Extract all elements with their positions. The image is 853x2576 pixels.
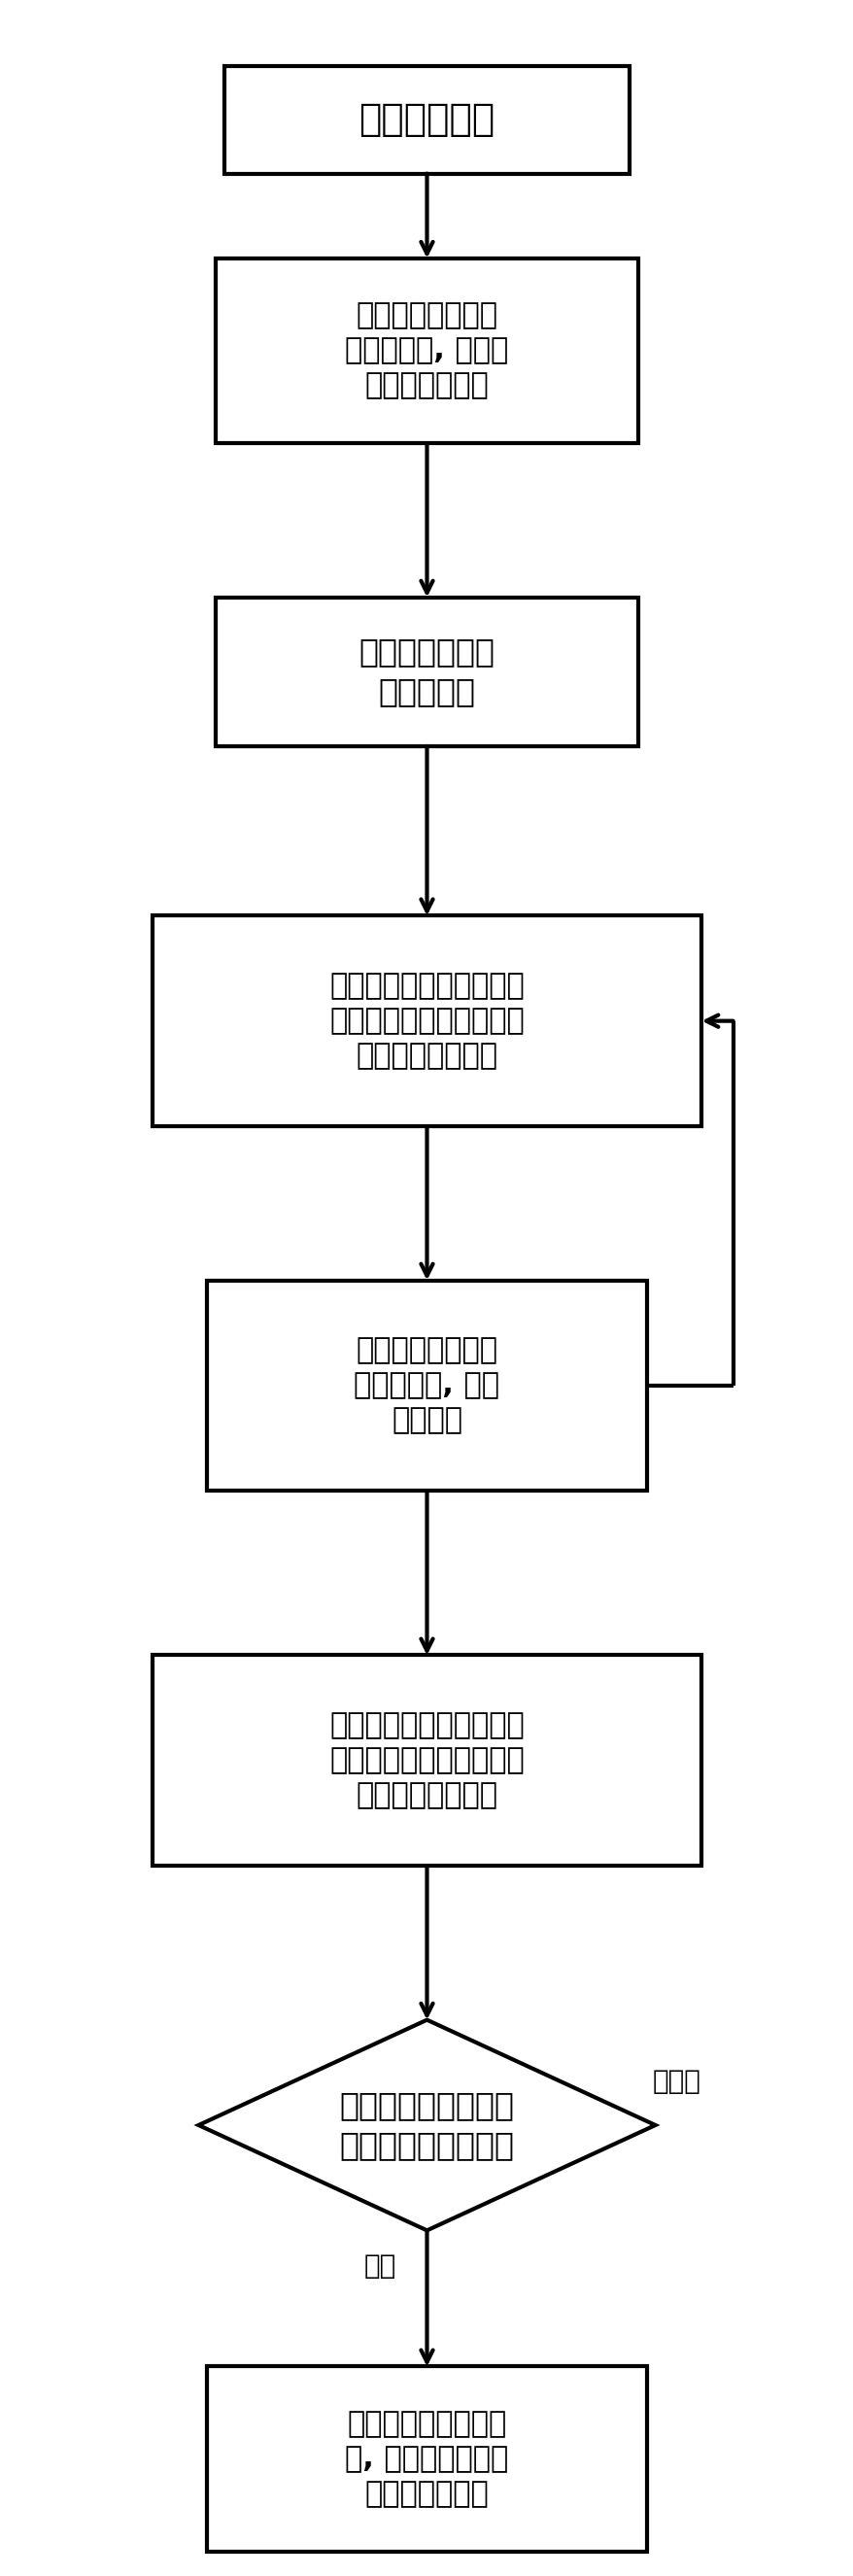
Text: 输出最终频谱感知结
果, 剩余自适应时隙
可用于正常通信: 输出最终频谱感知结 果, 剩余自适应时隙 可用于正常通信	[345, 2411, 508, 2509]
Text: 将频率范围划分为
若干宽频段, 确认待
感知可选宽频段: 将频率范围划分为 若干宽频段, 确认待 感知可选宽频段	[345, 301, 508, 399]
Bar	[152, 914, 701, 1126]
Bar	[215, 258, 638, 443]
Bar	[206, 2367, 647, 2550]
Bar	[215, 598, 638, 747]
Text: 自适应感知子时隙
上压缩采样, 更新
观测向量: 自适应感知子时隙 上压缩采样, 更新 观测向量	[354, 1337, 499, 1435]
Text: 固定感知子时隙
上压缩采样: 固定感知子时隙 上压缩采样	[358, 636, 495, 708]
Bar	[152, 1656, 701, 1865]
Bar	[206, 1280, 647, 1492]
Text: 对固定感知子时隙上的观
测向量进行粒子群优化算
法的信号频谱重构: 对固定感知子时隙上的观 测向量进行粒子群优化算 法的信号频谱重构	[329, 971, 524, 1069]
Text: 不满足: 不满足	[652, 2069, 700, 2094]
Polygon shape	[199, 2020, 654, 2231]
Text: 判断信号频谱重构结
果是否满足收敛条件: 判断信号频谱重构结 果是否满足收敛条件	[339, 2089, 514, 2161]
Text: 满足: 满足	[364, 2254, 396, 2280]
Text: 划分感知时隙: 划分感知时隙	[358, 100, 495, 139]
Text: 对自适应感知子时隙上的
观测向量进行共轭梯度算
法的信号频谱重构: 对自适应感知子时隙上的 观测向量进行共轭梯度算 法的信号频谱重构	[329, 1710, 524, 1808]
Bar	[223, 64, 630, 173]
